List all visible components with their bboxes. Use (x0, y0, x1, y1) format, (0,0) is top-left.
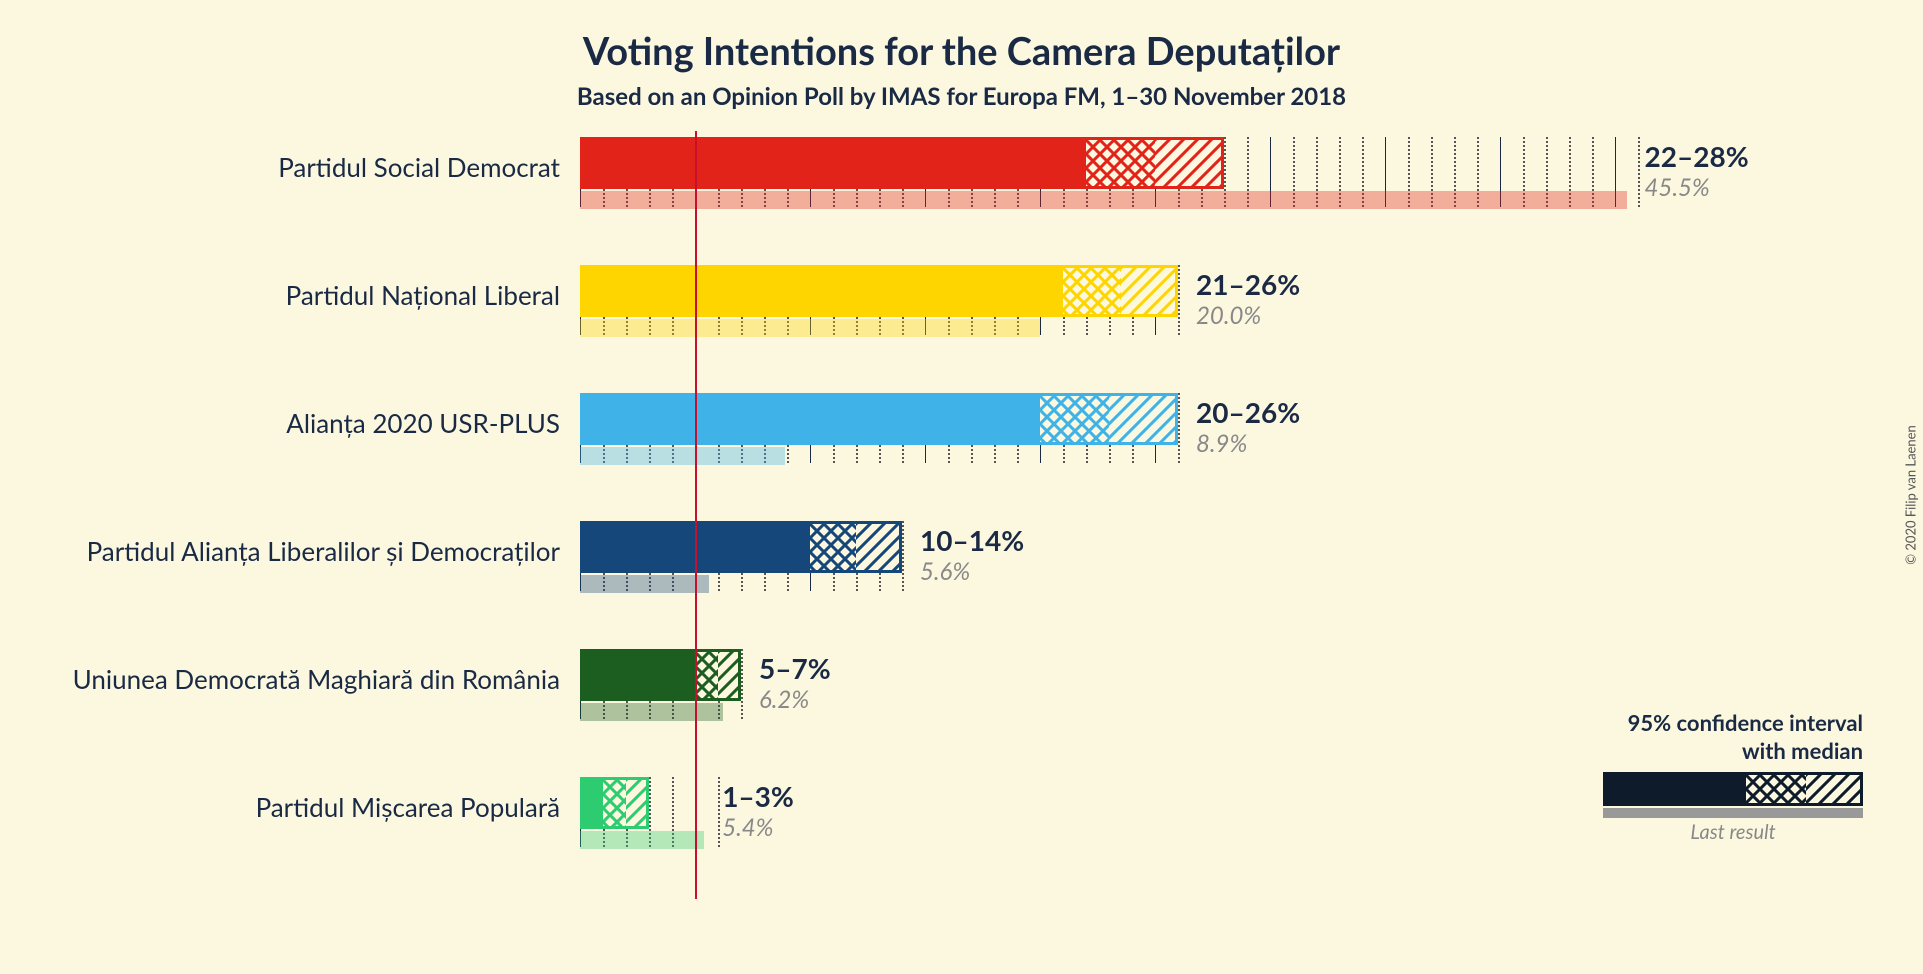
ci-bar-solid (580, 777, 603, 829)
legend-title-line1: 95% confidence interval (1603, 709, 1863, 738)
chart-title: Voting Intentions for the Camera Deputaț… (0, 0, 1923, 74)
ci-bar-solid (580, 137, 1086, 189)
range-label: 22–28% (1645, 139, 1749, 173)
party-label: Partidul Național Liberal (286, 279, 560, 311)
chart-subtitle: Based on an Opinion Poll by IMAS for Eur… (0, 74, 1923, 131)
last-label: 5.4% (722, 813, 773, 842)
party-row: Partidul Alianța Liberalilor și Democraț… (580, 515, 1780, 643)
party-row: Partidul Social Democrat22–28%45.5% (580, 131, 1780, 259)
ci-bar-crosshatch (1063, 265, 1121, 317)
last-result-bar (580, 191, 1627, 209)
legend: 95% confidence interval with median Last… (1603, 709, 1863, 844)
ci-bar-diag (1109, 393, 1178, 445)
range-label: 1–3% (722, 779, 794, 813)
legend-last-bar (1603, 808, 1863, 818)
last-result-bar (580, 319, 1040, 337)
copyright: © 2020 Filip van Laenen (1903, 425, 1919, 565)
last-result-bar (580, 831, 704, 849)
range-label: 10–14% (920, 523, 1024, 557)
range-label: 5–7% (759, 651, 831, 685)
last-label: 20.0% (1196, 301, 1261, 330)
ci-bar-crosshatch (603, 777, 626, 829)
party-row: Alianța 2020 USR-PLUS20–26%8.9% (580, 387, 1780, 515)
last-label: 45.5% (1645, 173, 1710, 202)
ci-bar-crosshatch (1086, 137, 1155, 189)
party-label: Partidul Social Democrat (278, 151, 560, 183)
bar-chart: Partidul Social Democrat22–28%45.5%Parti… (580, 131, 1780, 931)
threshold-line (695, 131, 697, 899)
range-label: 20–26% (1196, 395, 1300, 429)
party-row: Uniunea Democrată Maghiară din România5–… (580, 643, 1780, 771)
ci-bar-diag (718, 649, 741, 701)
legend-title-line2: with median (1603, 737, 1863, 766)
legend-ci-bar (1603, 772, 1863, 806)
last-label: 8.9% (1196, 429, 1247, 458)
range-label: 21–26% (1196, 267, 1300, 301)
party-row: Partidul Național Liberal21–26%20.0% (580, 259, 1780, 387)
ci-bar-crosshatch (810, 521, 856, 573)
last-label: 5.6% (920, 557, 970, 586)
ci-bar-solid (580, 649, 695, 701)
legend-last-label: Last result (1603, 820, 1863, 844)
party-row: Partidul Mișcarea Populară1–3%5.4% (580, 771, 1780, 899)
ci-bar-diag (1155, 137, 1224, 189)
ci-bar-diag (626, 777, 649, 829)
last-result-bar (580, 575, 709, 593)
ci-bar-crosshatch (1040, 393, 1109, 445)
ci-bar-diag (1121, 265, 1179, 317)
ci-bar-solid (580, 393, 1040, 445)
party-label: Partidul Mișcarea Populară (256, 791, 560, 823)
party-label: Alianța 2020 USR-PLUS (286, 407, 560, 439)
last-result-bar (580, 703, 723, 721)
ci-bar-diag (856, 521, 902, 573)
last-result-bar (580, 447, 785, 465)
party-label: Uniunea Democrată Maghiară din România (73, 663, 560, 695)
ci-bar-solid (580, 265, 1063, 317)
last-label: 6.2% (759, 685, 809, 714)
party-label: Partidul Alianța Liberalilor și Democraț… (87, 535, 560, 567)
ci-bar-crosshatch (695, 649, 718, 701)
